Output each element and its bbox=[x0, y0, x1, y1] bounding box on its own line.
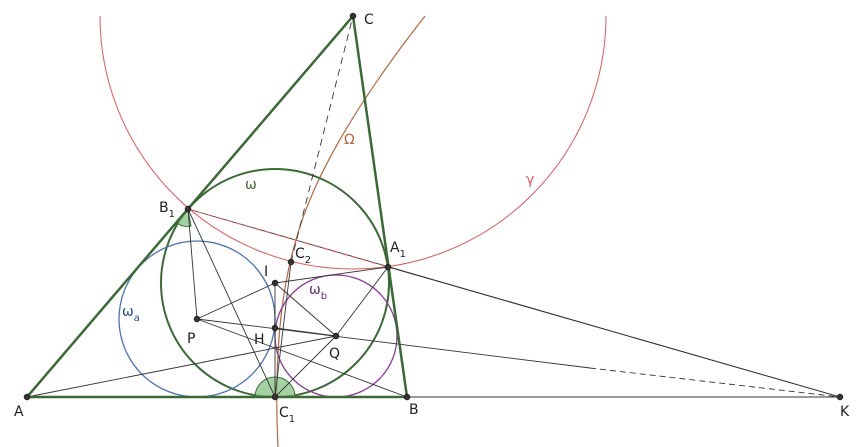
label: I bbox=[264, 264, 268, 280]
label-sub: b bbox=[321, 291, 327, 302]
label: H bbox=[254, 332, 265, 348]
label: K bbox=[840, 404, 850, 420]
label-sub: a bbox=[134, 313, 140, 324]
points bbox=[23, 12, 844, 401]
label: Ω bbox=[344, 132, 355, 148]
point-label: C1 bbox=[279, 405, 295, 425]
circle-label: ωa bbox=[122, 304, 140, 324]
point-label: H bbox=[254, 332, 265, 348]
label: C bbox=[364, 12, 374, 28]
label: P bbox=[187, 331, 195, 347]
circle-gamma bbox=[99, 15, 607, 270]
point-label: A1 bbox=[390, 240, 406, 260]
label: A bbox=[14, 404, 24, 420]
label: A bbox=[390, 240, 400, 256]
circle-label: γ bbox=[526, 172, 534, 188]
circle-label: ωb bbox=[309, 282, 327, 302]
label: ω bbox=[122, 304, 134, 320]
point-label: Q bbox=[329, 346, 340, 362]
point-label: K bbox=[840, 404, 850, 420]
label: γ bbox=[526, 172, 534, 188]
label: B bbox=[159, 200, 169, 216]
label-sub: 1 bbox=[289, 414, 295, 425]
label: B bbox=[409, 402, 419, 418]
circle-label: ω bbox=[245, 177, 257, 193]
point-label: B1 bbox=[159, 200, 175, 220]
label: Q bbox=[329, 346, 340, 362]
label-sub: 1 bbox=[400, 249, 406, 260]
point-label: A bbox=[14, 404, 24, 420]
label: C bbox=[295, 246, 305, 262]
point-label: P bbox=[187, 331, 195, 347]
label: ω bbox=[245, 177, 257, 193]
label-sub: 2 bbox=[305, 255, 311, 266]
construction-lines bbox=[26, 15, 841, 398]
circle-label: Ω bbox=[344, 132, 355, 148]
label: ω bbox=[309, 282, 321, 298]
point-label: I bbox=[264, 264, 268, 280]
label: C bbox=[279, 405, 289, 421]
label-sub: 1 bbox=[169, 209, 175, 220]
triangle bbox=[24, 13, 409, 399]
point-label: B bbox=[409, 402, 419, 418]
point-label: C bbox=[364, 12, 374, 28]
point-label: C2 bbox=[295, 246, 311, 266]
